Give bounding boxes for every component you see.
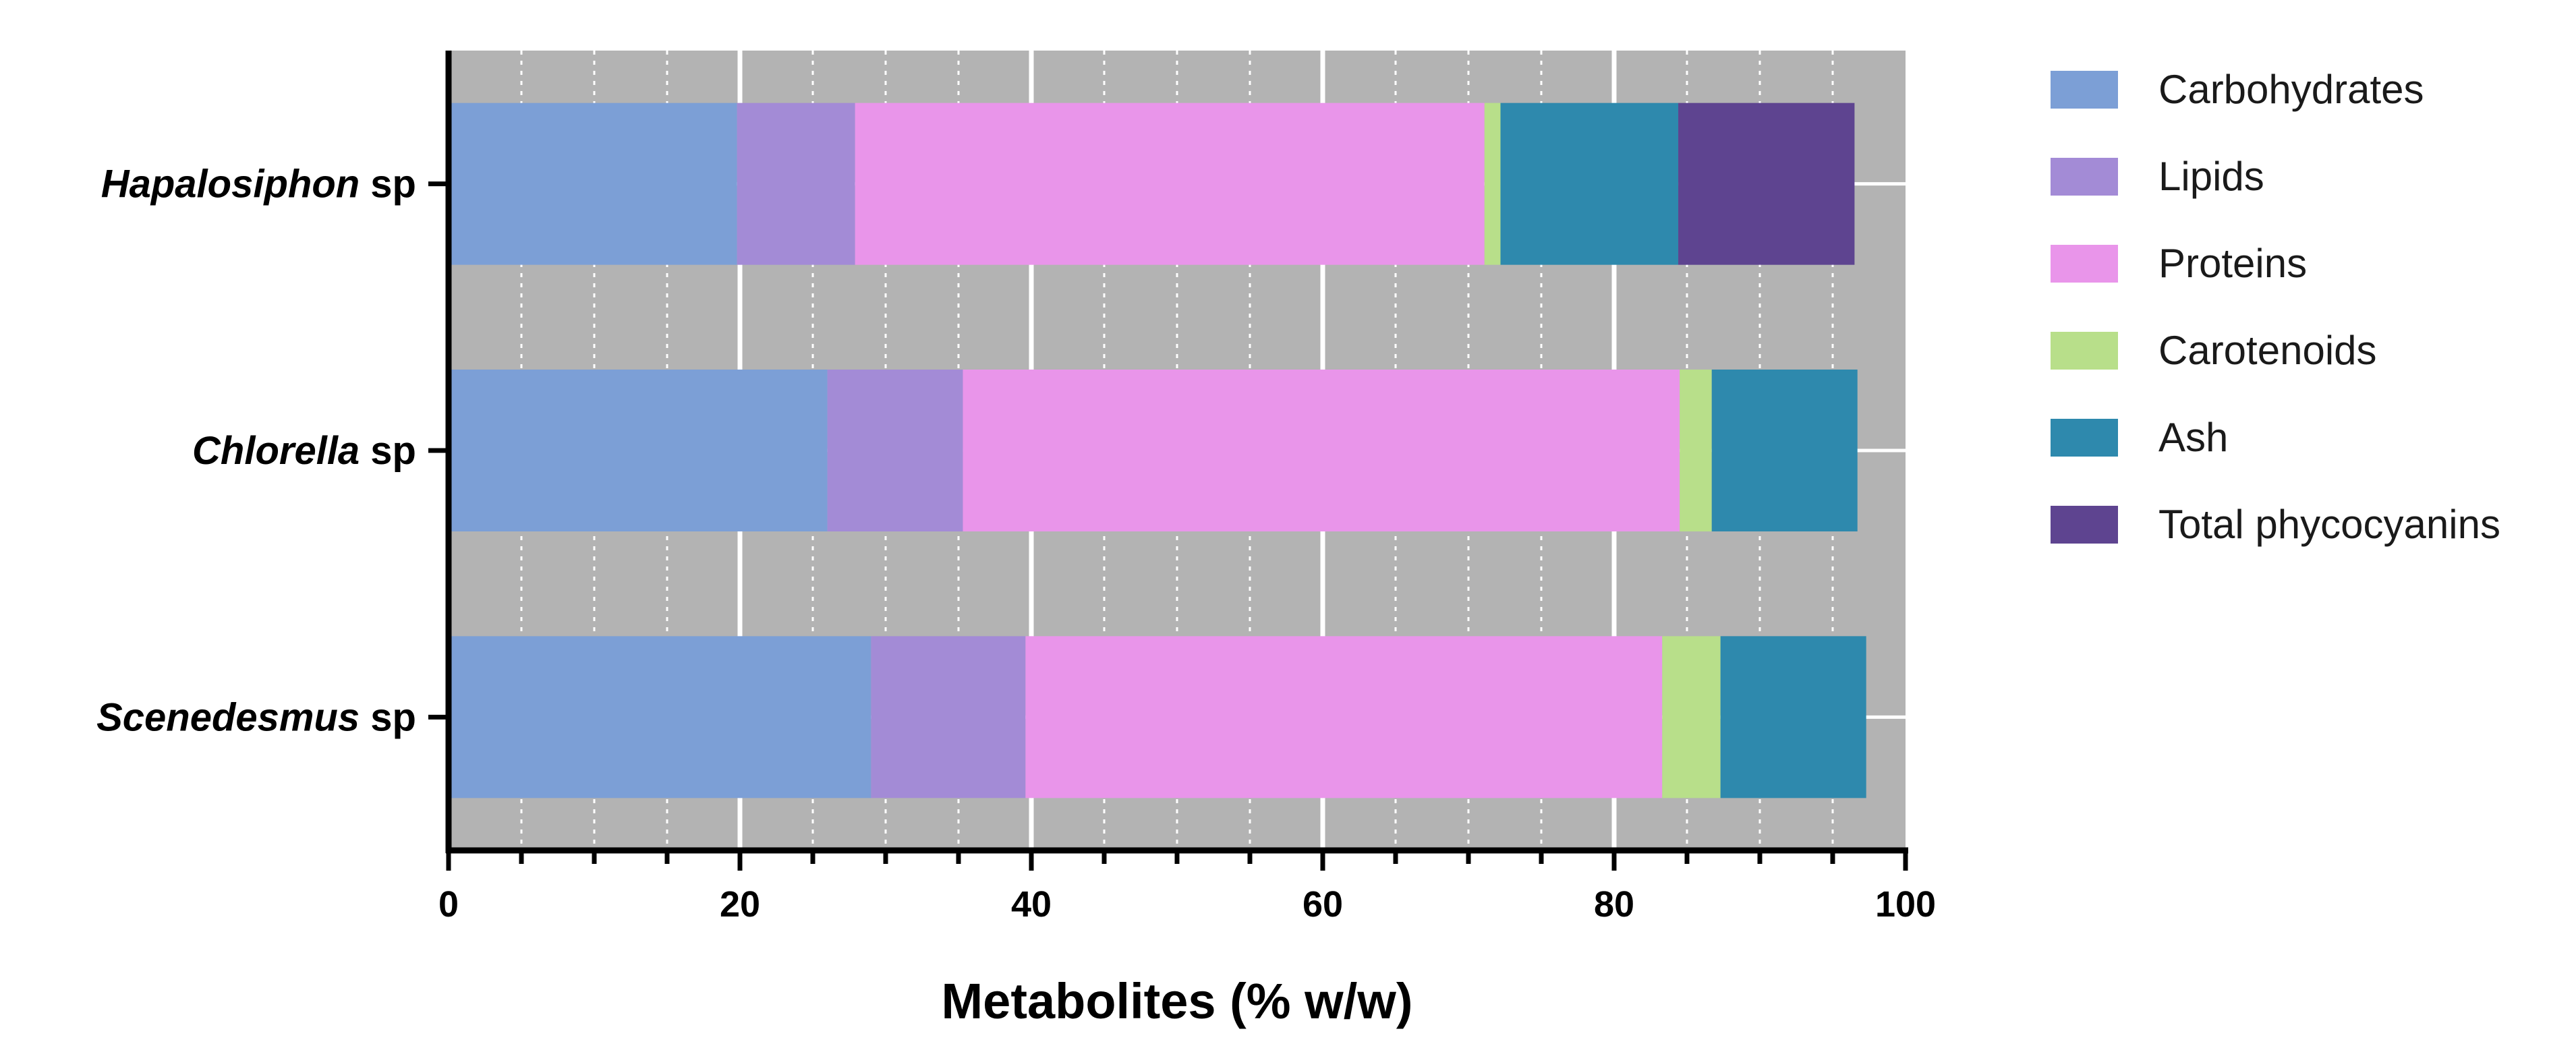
bar-carotenoids-hapalosiphon — [1484, 103, 1501, 265]
bar-proteins-scenedesmus — [1025, 636, 1663, 798]
bar-proteins-hapalosiphon — [855, 103, 1485, 265]
bar-lipids-hapalosiphon — [737, 103, 855, 265]
x-tick-label: 80 — [1594, 884, 1634, 925]
category-suffix: sp — [360, 429, 416, 473]
x-tick-labels: 0 20 40 60 80 100 — [438, 884, 1936, 925]
x-tick-label: 20 — [720, 884, 760, 925]
bar-total-phycocyanins-hapalosiphon — [1678, 103, 1855, 265]
legend-swatch-lipids — [2051, 158, 2118, 196]
bar-carotenoids-scenedesmus — [1662, 636, 1721, 798]
x-tick-label: 60 — [1303, 884, 1343, 925]
category-suffix: sp — [360, 695, 416, 739]
legend-swatch-total-phycocyanins — [2051, 506, 2118, 544]
bar-ash-scenedesmus — [1720, 636, 1866, 798]
legend-swatch-proteins — [2051, 245, 2118, 283]
bar-carotenoids-chlorella — [1680, 370, 1712, 531]
category-genus: Hapalosiphon — [101, 163, 360, 206]
x-axis-label: Metabolites (% w/w) — [942, 973, 1413, 1029]
bar-carbohydrates-hapalosiphon — [449, 103, 737, 265]
legend-swatch-carbohydrates — [2051, 71, 2118, 109]
legend: Carbohydrates Lipids Proteins Carotenoids As… — [2051, 67, 2500, 547]
legend-label: Carotenoids — [2158, 328, 2377, 373]
legend-label: Ash — [2158, 415, 2228, 460]
category-genus: Scenedesmus — [96, 695, 360, 739]
bar-proteins-chlorella — [963, 370, 1680, 531]
category-genus: Chlorella — [192, 429, 360, 473]
legend-label: Proteins — [2158, 241, 2307, 286]
category-label: Chlorella sp — [192, 429, 416, 473]
bar-lipids-chlorella — [827, 370, 963, 531]
x-tick-label: 40 — [1011, 884, 1052, 925]
legend-swatch-carotenoids — [2051, 332, 2118, 370]
legend-label: Carbohydrates — [2158, 67, 2424, 112]
legend-label: Lipids — [2158, 154, 2264, 199]
category-label: Scenedesmus sp — [96, 695, 416, 739]
category-suffix: sp — [360, 163, 416, 206]
bar-ash-hapalosiphon — [1500, 103, 1679, 265]
bar-lipids-scenedesmus — [871, 636, 1026, 798]
bar-carbohydrates-scenedesmus — [449, 636, 871, 798]
legend-label: Total phycocyanins — [2158, 502, 2500, 547]
x-tick-label: 0 — [438, 884, 459, 925]
x-tick-label: 100 — [1875, 884, 1936, 925]
legend-swatch-ash — [2051, 419, 2118, 457]
bars — [449, 103, 1866, 798]
axes — [428, 51, 1908, 871]
bar-ash-chlorella — [1711, 370, 1858, 531]
bar-carbohydrates-chlorella — [449, 370, 828, 531]
category-label: Hapalosiphon sp — [101, 163, 416, 206]
